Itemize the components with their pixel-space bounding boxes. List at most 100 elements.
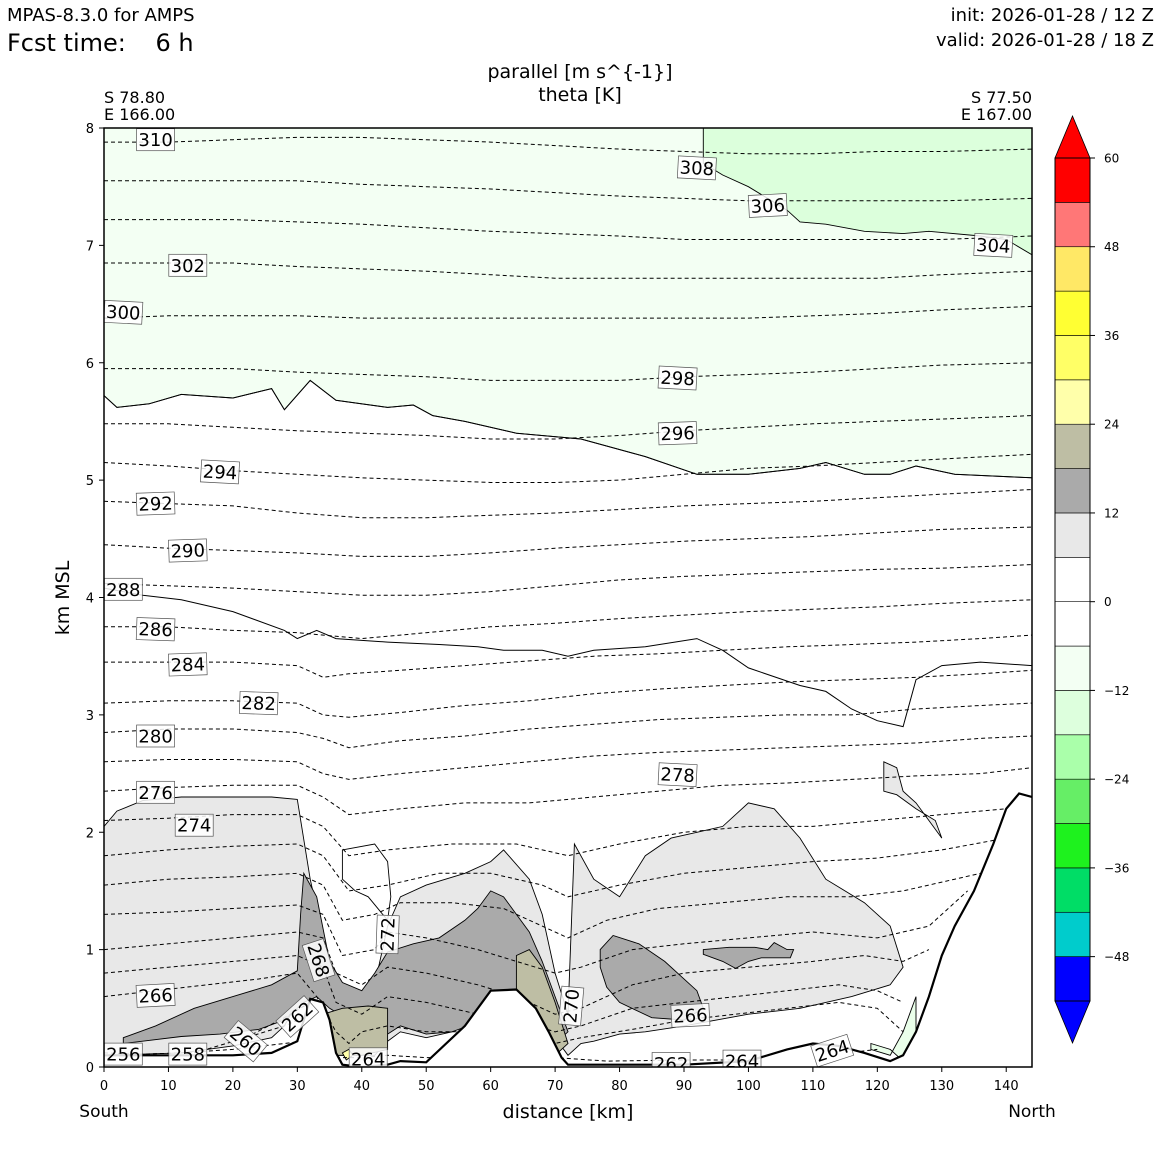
theta-label-box xyxy=(747,193,788,218)
colorbar-segment xyxy=(1054,512,1091,558)
theta-label-box xyxy=(676,155,717,181)
theta-label-text: 296 xyxy=(660,423,695,445)
theta-contour-272 xyxy=(104,890,968,974)
theta-label-text: 284 xyxy=(170,654,205,676)
theta-label-box xyxy=(200,459,240,485)
theta-label-text: 292 xyxy=(138,494,173,516)
theta-label-text: 298 xyxy=(660,368,695,391)
theta-label-296: 296 xyxy=(657,421,698,445)
theta-label-276: 276 xyxy=(136,780,175,804)
theta-label-text: 300 xyxy=(106,302,141,325)
theta-label-262: 262 xyxy=(651,1052,691,1067)
theta-contour-312 xyxy=(104,136,1032,155)
theta-label-box xyxy=(135,983,176,1008)
colorbar-segment xyxy=(1054,645,1091,691)
x-tick-label: 130 xyxy=(929,1079,954,1094)
theta-label-308: 308 xyxy=(676,155,717,181)
terrain-outline xyxy=(104,792,1032,1067)
y-tick-label: 6 xyxy=(86,357,94,372)
theta-label-text: 264 xyxy=(725,1052,759,1073)
forecast-time-value: 6 h xyxy=(155,29,194,57)
theta-label-306: 306 xyxy=(747,193,788,218)
theta-label-box xyxy=(722,1049,762,1067)
theta-label-298: 298 xyxy=(657,365,698,391)
theta-label-box xyxy=(135,491,176,516)
theta-label-300: 300 xyxy=(104,299,144,325)
theta-label-text: 294 xyxy=(202,462,237,485)
x-left-label: South xyxy=(79,1102,128,1122)
colorbar-segment xyxy=(1054,246,1091,292)
colorbar-tick-label: −48 xyxy=(1104,950,1129,964)
y-tick-label: 5 xyxy=(86,474,94,489)
theta-label-box xyxy=(670,1003,711,1028)
x-axis-label: distance [km] xyxy=(503,1101,634,1123)
theta-label-304: 304 xyxy=(973,233,1014,258)
theta-contour-266 xyxy=(104,972,904,1045)
theta-label-box xyxy=(223,1020,268,1063)
theta-label-272: 272 xyxy=(375,914,400,955)
x-tick-label: 120 xyxy=(865,1079,890,1094)
zero-contour-upper xyxy=(104,379,1032,479)
theta-label-layer: 310 308 306 304 302 300 298 296 294 292 290 288 286 2… xyxy=(104,128,1014,1073)
theta-label-280: 280 xyxy=(136,724,175,748)
theta-label-278: 278 xyxy=(657,762,698,787)
x-tick-label: 80 xyxy=(611,1079,628,1094)
theta-label-302: 302 xyxy=(168,253,208,277)
theta-label-box xyxy=(238,691,279,716)
theta-label-264: 264 xyxy=(722,1049,762,1073)
theta-label-box xyxy=(168,538,208,563)
forecast-time-label: Fcst time: xyxy=(7,29,126,57)
x-tick-label: 60 xyxy=(482,1079,499,1094)
theta-contour-276 xyxy=(104,837,1007,898)
theta-label-box xyxy=(136,780,175,804)
x-tick-label: 30 xyxy=(289,1079,306,1094)
colorbar-frame xyxy=(1054,157,1091,1002)
x-tick-label: 40 xyxy=(354,1079,371,1094)
start-lat: S 78.80 xyxy=(104,88,165,107)
theta-label-box xyxy=(348,1047,388,1067)
theta-label-text: 304 xyxy=(976,235,1011,258)
theta-label-286: 286 xyxy=(135,617,176,641)
wind-region-upper-negative-light xyxy=(702,128,1032,256)
x-axis-ticks: 0 10 20 30 40 50 60 70 80 90 100 110 120 130 140 xyxy=(100,1067,1019,1094)
start-lon: E 166.00 xyxy=(104,105,175,124)
theta-label-282: 282 xyxy=(238,691,279,716)
y-tick-label: 1 xyxy=(86,944,94,959)
theta-label-266: 266 xyxy=(135,983,176,1008)
theta-label-box xyxy=(174,813,214,837)
x-tick-label: 140 xyxy=(994,1079,1019,1094)
theta-label-box xyxy=(810,1033,855,1067)
colorbar-segment xyxy=(1054,557,1091,602)
theta-label-text: 280 xyxy=(138,727,172,748)
theta-label-box xyxy=(651,1052,691,1067)
theta-label-260: 260 xyxy=(223,1020,268,1063)
theta-contour-288 xyxy=(104,634,1032,678)
chart-title-line2: theta [K] xyxy=(538,84,622,106)
valid-time: valid: 2026-01-28 / 18 Z xyxy=(936,30,1154,51)
theta-label-box xyxy=(168,652,208,677)
theta-label-text: 258 xyxy=(171,1045,205,1066)
colorbar-over-arrow xyxy=(1054,114,1091,159)
end-lon: E 167.00 xyxy=(961,105,1032,124)
theta-contour-294 xyxy=(104,526,1032,557)
theta-contour-296 xyxy=(104,489,1032,519)
x-tick-label: 50 xyxy=(418,1079,435,1094)
colorbar-segment xyxy=(1054,734,1091,780)
theta-label-box xyxy=(275,995,320,1038)
colorbar-tick-label: 60 xyxy=(1104,152,1119,166)
theta-label-text: 306 xyxy=(750,195,785,218)
colorbar-segment xyxy=(1054,601,1091,647)
theta-label-box xyxy=(375,914,400,955)
x-tick-label: 0 xyxy=(100,1079,108,1094)
colorbar-segment xyxy=(1054,867,1091,913)
init-time: init: 2026-01-28 / 12 Z xyxy=(950,5,1154,26)
y-tick-label: 2 xyxy=(86,826,94,841)
colorbar-tick-label: −36 xyxy=(1104,861,1129,875)
theta-contour-292 xyxy=(104,564,1032,596)
y-axis-label: km MSL xyxy=(52,560,74,635)
theta-label-box xyxy=(136,724,175,748)
theta-label-box xyxy=(168,253,208,277)
theta-label-288: 288 xyxy=(104,577,143,601)
colorbar-tick-label: 0 xyxy=(1104,595,1112,609)
colorbar-segment xyxy=(1054,157,1091,203)
